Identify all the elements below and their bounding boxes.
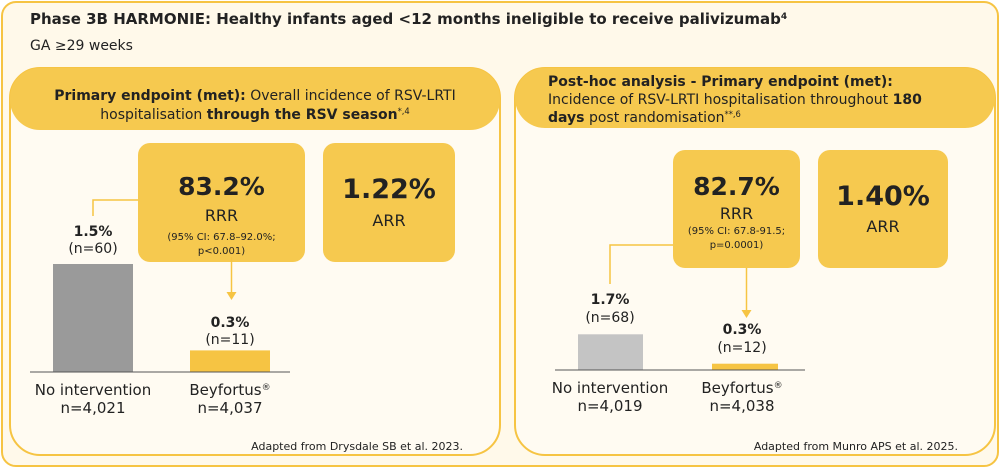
rrr-ci: (95% CI: 67.8–92.0%; — [167, 232, 275, 243]
panel-heading: Primary endpoint (met): Overall incidenc… — [54, 88, 456, 104]
text-run: 180 — [893, 92, 922, 108]
text-run: days — [548, 110, 585, 126]
arr-box — [818, 150, 948, 268]
arr-value: 1.22% — [342, 174, 436, 205]
rrr-value: 83.2% — [178, 172, 265, 201]
bar-n-label: (n=60) — [68, 241, 117, 257]
text-run: ® — [774, 381, 783, 391]
text-run: Phase 3B HARMONIE: Healthy infants aged … — [30, 10, 781, 28]
text-run: hospitalisation — [100, 107, 207, 123]
rrr-box — [673, 150, 800, 268]
rrr-ci: p=0.0001) — [710, 240, 764, 251]
page-title: Phase 3B HARMONIE: Healthy infants aged … — [30, 10, 787, 28]
page-subtitle: GA ≥29 weeks — [30, 38, 133, 54]
source-note: Adapted from Drysdale SB et al. 2023. — [251, 440, 463, 453]
text-run: Beyfortus — [189, 381, 261, 399]
category-label: Beyfortus® — [189, 381, 270, 399]
arr-box — [323, 143, 455, 262]
category-total: n=4,037 — [197, 399, 262, 417]
text-run: post randomisation — [585, 110, 725, 126]
panel-heading: hospitalisation through the RSV season*,… — [100, 106, 410, 123]
panel-heading: Post-hoc analysis - Primary endpoint (me… — [548, 74, 893, 90]
rrr-ci: p<0.001) — [198, 246, 245, 257]
bar-n-label: (n=68) — [585, 310, 634, 326]
bar — [190, 350, 270, 372]
source-note: Adapted from Munro APS et al. 2025. — [754, 440, 958, 453]
rrr-ci: (95% CI: 67.8-91.5; — [688, 226, 785, 237]
arrow-head — [226, 292, 237, 300]
bar — [712, 363, 778, 370]
bar-value-label: 0.3% — [211, 315, 250, 331]
text-run: No intervention — [35, 381, 151, 399]
panel-heading: Incidence of RSV-LRTI hospitalisation th… — [548, 92, 922, 108]
bar-value-label: 1.5% — [74, 224, 113, 240]
bar-n-label: (n=11) — [205, 332, 254, 348]
connector — [92, 199, 138, 216]
category-label: Beyfortus® — [701, 379, 782, 397]
text-run: Overall incidence of RSV-LRTI — [246, 88, 456, 104]
text-run: 4 — [781, 12, 787, 22]
text-run: Primary endpoint (met): — [54, 88, 246, 104]
text-run: ® — [262, 383, 271, 393]
arr-label: ARR — [866, 217, 899, 236]
rrr-label: RRR — [205, 206, 238, 225]
text-run: *,4 — [398, 106, 410, 116]
category-total: n=4,038 — [709, 397, 774, 415]
rrr-box — [138, 143, 305, 262]
category-label: No intervention — [35, 381, 151, 399]
bar-n-label: (n=12) — [717, 340, 766, 356]
arr-label: ARR — [372, 211, 405, 230]
panel-header — [515, 68, 995, 128]
rrr-value: 82.7% — [693, 172, 780, 201]
bar — [578, 334, 643, 370]
text-run: Incidence of RSV-LRTI hospitalisation th… — [548, 92, 893, 108]
connector — [609, 244, 673, 284]
text-run: Beyfortus — [701, 379, 773, 397]
category-label: No intervention — [552, 379, 668, 397]
arrow-head — [741, 310, 752, 318]
bar-value-label: 0.3% — [723, 322, 762, 338]
rrr-label: RRR — [720, 204, 753, 223]
bar — [53, 264, 133, 372]
panel-header — [10, 68, 500, 130]
text-run: No intervention — [552, 379, 668, 397]
bar-value-label: 1.7% — [591, 292, 630, 308]
category-total: n=4,019 — [577, 397, 642, 415]
text-run: through the RSV season — [207, 107, 398, 123]
text-run: Post-hoc analysis - Primary endpoint (me… — [548, 74, 893, 90]
category-total: n=4,021 — [60, 399, 125, 417]
panel-heading: days post randomisation**,6 — [548, 109, 741, 126]
arr-value: 1.40% — [836, 181, 930, 212]
text-run: **,6 — [725, 109, 741, 119]
